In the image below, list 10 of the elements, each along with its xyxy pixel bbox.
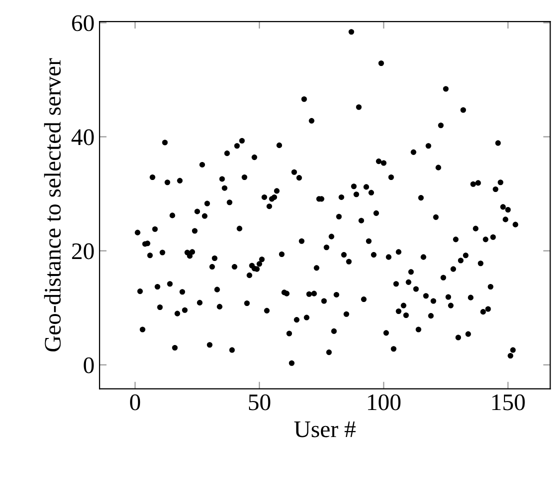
x-tick-label: 100: [368, 394, 400, 410]
y-axis-title: Geo-distance to selected server: [44, 58, 61, 352]
y-tick-label: 0: [84, 357, 94, 374]
x-tick-label: 50: [248, 394, 270, 410]
x-tick-label: 150: [492, 394, 525, 410]
x-axis-title: User #: [294, 422, 356, 438]
y-tick-label: 60: [72, 15, 94, 32]
y-tick-label: 40: [72, 129, 94, 146]
y-tick-label: 20: [72, 243, 94, 260]
x-tick-label: 0: [130, 394, 140, 410]
